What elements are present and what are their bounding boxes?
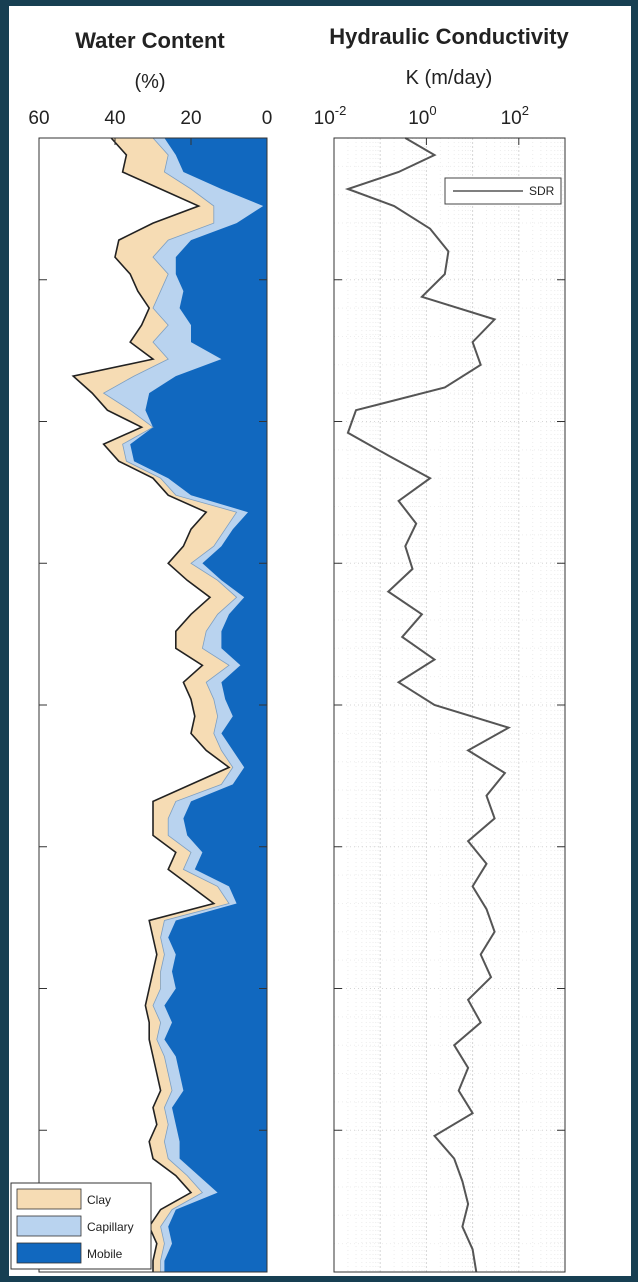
water-content-areas [71, 137, 267, 1272]
legend-swatch-capillary [16, 1215, 82, 1237]
hydraulic-conductivity-xlabel: K (m/day) [406, 67, 493, 89]
hydraulic-conductivity-line [344, 137, 512, 1273]
x-tick-label: 40 [104, 108, 125, 129]
hydraulic-conductivity-frame [333, 137, 566, 1273]
water-content-frame [38, 137, 268, 1273]
area-mobile [130, 138, 267, 1272]
water-content-xlabel: (%) [134, 71, 165, 93]
water-content-title: Water Content [75, 28, 225, 53]
legend-label-capillary: Capillary [87, 1220, 134, 1234]
legend-swatch-mobile [16, 1242, 82, 1264]
series-line-sdr [344, 137, 512, 1273]
x-tick-label: 60 [28, 108, 49, 129]
water-content-panel: Water Content (%) 60 40 20 0 Clay Capillary M… [10, 28, 272, 1273]
legend-label-clay: Clay [87, 1193, 111, 1207]
legend-label-sdr: SDR [529, 184, 555, 198]
chart-svg: Water Content (%) 60 40 20 0 Clay Capillary M… [10, 24, 570, 1273]
water-content-legend: Clay Capillary Mobile [10, 1182, 152, 1270]
hydraulic-conductivity-title: Hydraulic Conductivity [329, 24, 569, 49]
legend-label-mobile: Mobile [87, 1247, 123, 1261]
hydraulic-conductivity-tick-labels: 10-2 100 102 [314, 103, 529, 129]
x-tick-label: 102 [501, 103, 529, 129]
capillary-boundary [102, 137, 238, 1272]
hydraulic-conductivity-legend: SDR [444, 177, 562, 205]
total-water-outline [71, 137, 231, 1272]
hydraulic-conductivity-panel: Hydraulic Conductivity K (m/day) 10-2 100… [314, 24, 570, 1273]
x-tick-label: 10-2 [314, 103, 347, 129]
legend-swatch-clay [16, 1188, 82, 1210]
x-tick-label: 100 [408, 103, 436, 129]
x-tick-label: 0 [262, 108, 273, 129]
hydraulic-conductivity-grid [333, 137, 565, 1273]
figure: Water Content (%) 60 40 20 0 Clay Capillary M… [9, 6, 631, 1276]
x-tick-label: 20 [180, 108, 201, 129]
water-content-tick-labels: 60 40 20 0 [28, 108, 272, 129]
